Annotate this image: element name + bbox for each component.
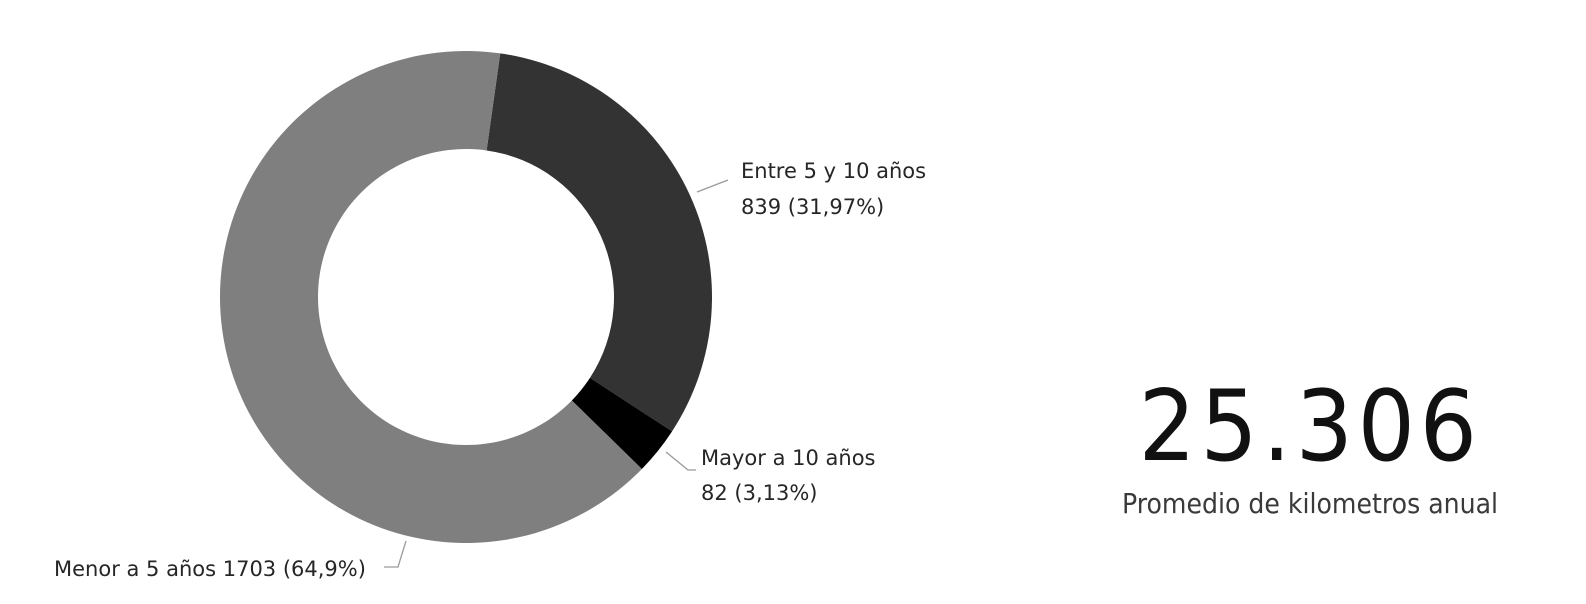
kpi-card: 25.306 Promedio de kilometros anual <box>1060 372 1560 522</box>
slice-value-mayor-a-10: 82 (3,13%) <box>701 481 818 505</box>
leader-line-menor-a-5 <box>384 540 407 568</box>
slice-label-entre-5-y-10: Entre 5 y 10 años <box>741 159 926 183</box>
slice-label-mayor-a-10: Mayor a 10 años <box>701 446 875 470</box>
slice-entre-5-y-10[interactable] <box>486 53 712 432</box>
leader-line-mayor-a-10 <box>665 451 696 471</box>
kpi-caption: Promedio de kilometros anual <box>1121 487 1499 520</box>
slice-mayor-a-10[interactable] <box>571 377 673 469</box>
kpi-value: 25.306 <box>1138 370 1482 484</box>
slice-value-entre-5-y-10: 839 (31,97%) <box>741 195 884 219</box>
donut-chart: Entre 5 y 10 años 839 (31,97%) Mayor a 10 … <box>54 50 926 581</box>
leader-line-entre-5-y-10 <box>696 179 729 193</box>
slice-menor-a-5[interactable] <box>219 50 642 543</box>
slice-label-menor-a-5: Menor a 5 años 1703 (64,9%) <box>54 557 366 581</box>
